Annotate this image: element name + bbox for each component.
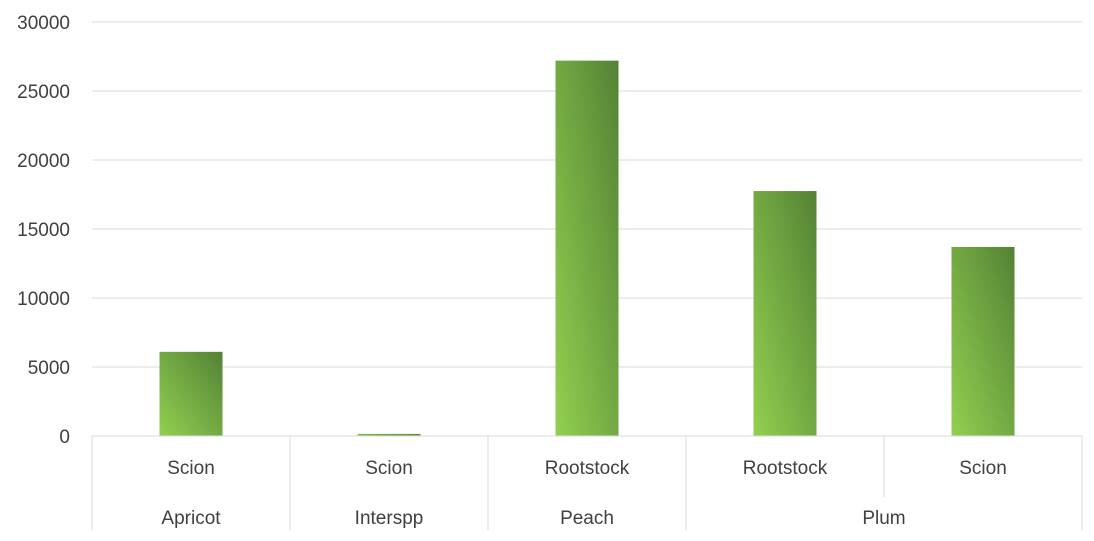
bar-apricot-scion [159, 351, 223, 436]
y-tick-label: 15000 [17, 220, 70, 241]
y-tick-label: 0 [59, 427, 70, 448]
x-group-label: Peach [560, 508, 614, 529]
x-axis: Scion Scion Rootstock Rootstock Scion Apricot… [91, 435, 1083, 530]
bar-interspp-scion [357, 433, 421, 436]
bar-plum-rootstock [753, 191, 817, 436]
x-group-label: Plum [862, 508, 905, 529]
x-group-label: Apricot [161, 508, 221, 529]
y-tick-label: 20000 [17, 151, 70, 172]
bars [159, 60, 1015, 436]
x-category-label: Scion [959, 458, 1007, 479]
x-category-label: Rootstock [545, 458, 630, 479]
x-category-label: Rootstock [743, 458, 828, 479]
x-group-label: Interspp [355, 508, 424, 529]
bar-peach-rootstock [555, 60, 619, 436]
y-tick-label: 25000 [17, 82, 70, 103]
y-axis: 0 5000 10000 15000 20000 25000 30000 [17, 13, 70, 448]
y-tick-label: 5000 [28, 358, 70, 379]
bar-plum-scion [951, 246, 1015, 436]
x-category-label: Scion [167, 458, 215, 479]
y-tick-label: 30000 [17, 13, 70, 34]
x-category-label: Scion [365, 458, 413, 479]
y-tick-label: 10000 [17, 289, 70, 310]
